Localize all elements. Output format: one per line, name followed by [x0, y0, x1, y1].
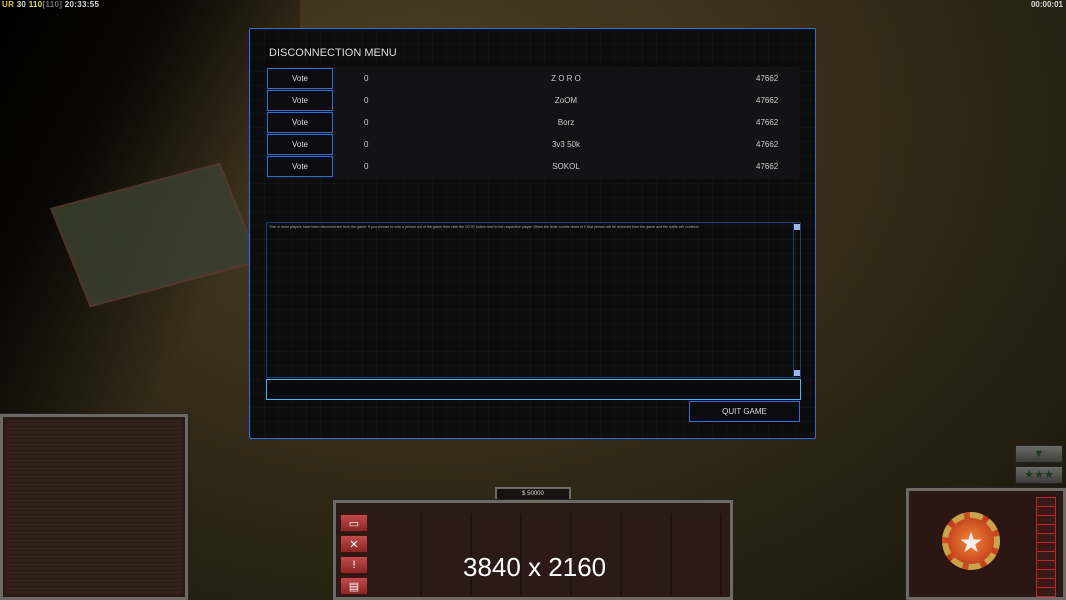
wrench-icon[interactable]: ✕ — [340, 535, 368, 553]
scroll-up-icon[interactable] — [794, 224, 800, 230]
command-bar — [333, 500, 733, 600]
vote-count: 0 — [364, 118, 369, 127]
quit-game-button[interactable]: QUIT GAME — [689, 401, 800, 422]
power: 110 — [28, 0, 43, 9]
player-name: SOKOL — [552, 162, 580, 171]
player-ping: 47662 — [756, 118, 779, 127]
vote-count: 0 — [364, 74, 369, 83]
player-row: Vote 0 SOKOL 47662 — [266, 155, 800, 177]
alert-icon[interactable]: ! — [340, 556, 368, 574]
vote-button[interactable]: Vote — [267, 134, 333, 155]
player-row: Vote 0 3v3 50k 47662 — [266, 133, 800, 155]
faction-emblem: ★ — [942, 512, 1000, 570]
vote-button[interactable]: Vote — [267, 68, 333, 89]
player-name: ZoOM — [554, 96, 578, 105]
clock-time: 20:33:55 — [64, 0, 100, 9]
faction: UR — [2, 0, 15, 9]
chat-input[interactable] — [266, 379, 801, 400]
player-ping: 47662 — [756, 74, 779, 83]
vote-count: 0 — [364, 162, 369, 171]
vote-button[interactable]: Vote — [267, 156, 333, 177]
vote-button[interactable]: Vote — [267, 90, 333, 111]
player-row: Vote 0 Z O R O 47662 — [266, 67, 800, 89]
player-ping: 47662 — [756, 96, 779, 105]
radar-panel — [0, 414, 188, 600]
dialog-title: DISCONNECTION MENU — [269, 47, 397, 59]
vote-button[interactable]: Vote — [267, 112, 333, 133]
experience-meter — [1036, 497, 1056, 597]
message-log: One or more players have been disconnect… — [266, 222, 801, 378]
general-panel: ★ — [906, 488, 1066, 600]
power-max: [110] — [42, 0, 63, 9]
player-name: Z O R O — [551, 74, 581, 83]
disconnect-message: One or more players have been disconnect… — [269, 225, 700, 229]
player-name: Borz — [557, 118, 575, 127]
player-row: Vote 0 ZoOM 47662 — [266, 89, 800, 111]
resolution-overlay: 3840 x 2160 — [463, 552, 607, 582]
scroll-down-icon[interactable] — [794, 370, 800, 376]
collapse-button[interactable]: ▼ — [1015, 445, 1063, 463]
rank-stars-button[interactable]: ★★★ — [1015, 466, 1063, 484]
star-icon: ★ — [958, 527, 984, 558]
disconnection-dialog: DISCONNECTION MENU Vote 0 Z O R O 47662 … — [249, 28, 816, 439]
game-timer: 00:00:01 — [1030, 0, 1063, 9]
hud-status: UR 30 110[110] 20:33:55 — [2, 0, 99, 9]
options-icon[interactable]: ▭ — [340, 514, 368, 532]
scrollbar[interactable] — [793, 223, 800, 377]
player-table: Vote 0 Z O R O 47662 Vote 0 ZoOM 47662 V… — [266, 67, 800, 179]
player-name: 3v3 50k — [551, 140, 581, 149]
unit-count: 30 — [16, 0, 27, 9]
player-ping: 47662 — [756, 140, 779, 149]
vote-count: 0 — [364, 140, 369, 149]
player-row: Vote 0 Borz 47662 — [266, 111, 800, 133]
vote-count: 0 — [364, 96, 369, 105]
player-ping: 47662 — [756, 162, 779, 171]
chat-icon[interactable]: ▤ — [340, 577, 368, 595]
